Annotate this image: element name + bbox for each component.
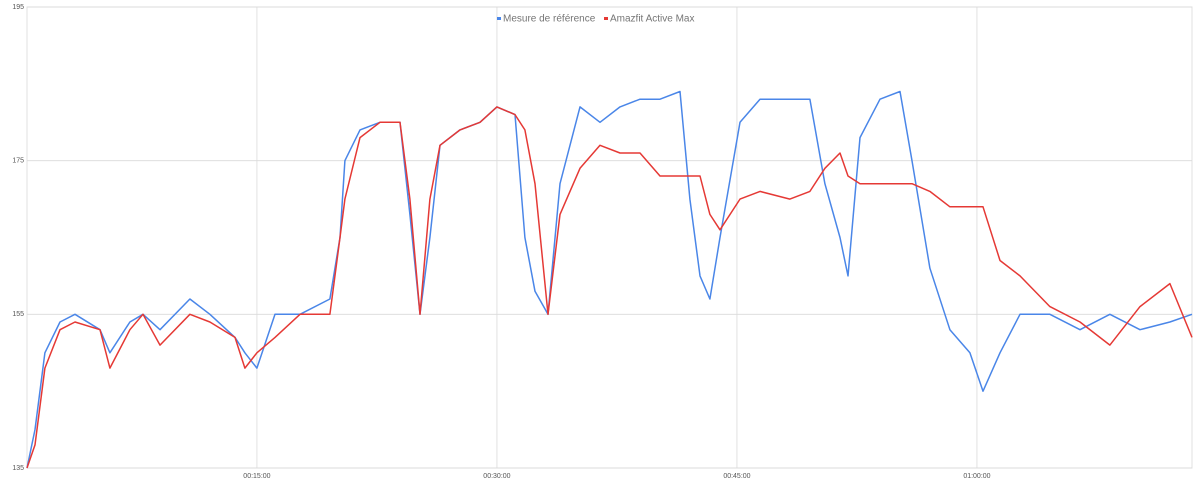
legend-label: Amazfit Active Max bbox=[610, 14, 694, 25]
plot-area bbox=[26, 6, 1193, 469]
y-tick-label: 195 bbox=[12, 4, 24, 11]
x-tick-label: 01:00:00 bbox=[963, 473, 990, 480]
y-tick-label: 155 bbox=[12, 311, 24, 318]
legend-swatch bbox=[497, 17, 501, 20]
series-line bbox=[26, 90, 1193, 469]
y-tick-label: 135 bbox=[12, 465, 24, 472]
x-tick-label: 00:30:00 bbox=[483, 473, 510, 480]
x-tick-label: 00:45:00 bbox=[723, 473, 750, 480]
x-tick-label: 00:15:00 bbox=[243, 473, 270, 480]
series-line bbox=[26, 106, 1193, 469]
legend-label: Mesure de référence bbox=[503, 14, 596, 25]
y-tick-label: 175 bbox=[12, 158, 24, 165]
legend-swatch bbox=[604, 17, 608, 20]
